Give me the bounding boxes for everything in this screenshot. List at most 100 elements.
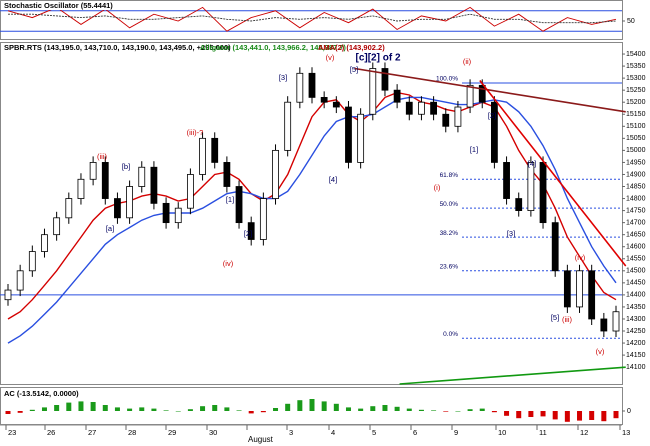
y-tick-label: 14100 xyxy=(626,364,646,371)
ac-bar xyxy=(175,411,181,412)
candle-body xyxy=(114,198,121,219)
plot-layer: 14100 14150 14200 14250 14300 14350 14400 14450… xyxy=(0,6,646,437)
ac-bar xyxy=(418,409,424,411)
wave-label: [3] xyxy=(507,229,515,238)
wave-label: (v) xyxy=(596,347,605,356)
x-tick-label: 4 xyxy=(331,428,335,437)
ac-bar xyxy=(273,408,279,411)
ac-bar xyxy=(589,411,595,420)
ac-bar xyxy=(613,411,619,419)
ac-bar xyxy=(455,411,461,412)
ac-bar xyxy=(443,411,449,412)
wave-label: [4] xyxy=(528,159,536,168)
candle-body xyxy=(588,270,596,320)
ac-title: AC (-13.5142, 0.0000) xyxy=(4,389,79,398)
wave-label: [5] xyxy=(551,313,559,322)
y-tick-label: 15150 xyxy=(626,111,646,118)
ac-bar xyxy=(564,411,570,422)
candle-body xyxy=(126,186,133,219)
ac-bar xyxy=(345,407,351,411)
candle-body xyxy=(4,289,12,301)
ac-bar xyxy=(17,411,23,413)
stoch-line xyxy=(7,6,617,32)
fib-label: 61.8% xyxy=(440,172,459,179)
wave-label: (ii) xyxy=(463,57,472,66)
candle-body xyxy=(405,101,413,115)
ma-line xyxy=(7,91,617,320)
wave-label: [b] xyxy=(122,162,130,171)
ac-bar xyxy=(102,405,108,411)
wave-label: (iii) xyxy=(562,315,572,324)
candle-body xyxy=(466,84,474,108)
x-tick-label: 5 xyxy=(372,428,376,437)
y-tick-label: 14350 xyxy=(626,304,646,311)
candle-body xyxy=(272,149,279,199)
ac-bar xyxy=(309,399,315,411)
fib-label: 23.6% xyxy=(440,264,459,271)
x-tick-label: 30 xyxy=(209,428,217,437)
candle-body xyxy=(77,178,85,199)
ac-bar xyxy=(601,411,607,422)
candle-body xyxy=(247,222,255,240)
y-tick-label: 15350 xyxy=(626,63,646,70)
ac-bar xyxy=(540,411,546,417)
x-tick-label: 13 xyxy=(622,428,630,437)
candle-body xyxy=(16,270,24,291)
ac-bar xyxy=(516,411,522,419)
ac-bar xyxy=(66,402,72,411)
y-tick-label: 14250 xyxy=(626,328,646,335)
wave-label: (iv) xyxy=(575,253,586,262)
ac-bar xyxy=(54,405,60,411)
candle-body xyxy=(503,162,510,199)
ac-bar xyxy=(333,403,339,411)
x-tick-label: 23 xyxy=(8,428,16,437)
candle-body xyxy=(186,174,194,209)
candle-body xyxy=(490,101,498,163)
x-tick-label: 9 xyxy=(454,428,458,437)
ac-bar xyxy=(236,410,242,411)
x-tick-label: 29 xyxy=(168,428,176,437)
trend-line xyxy=(399,366,626,385)
y-tick-label: 15300 xyxy=(626,75,646,82)
ac-bar xyxy=(200,406,206,411)
candle-body xyxy=(418,101,425,115)
month-label: August xyxy=(248,435,274,444)
y-tick-label: 14200 xyxy=(626,340,646,347)
ac-bar xyxy=(370,406,376,411)
y-tick-label: 14400 xyxy=(626,292,646,299)
wave-label: [1] xyxy=(226,195,234,204)
candle-body xyxy=(600,318,608,332)
ac-bar xyxy=(127,408,133,411)
y-tick-label: 14900 xyxy=(626,171,646,178)
x-tick-label: 6 xyxy=(413,428,417,437)
x-tick-label: 11 xyxy=(539,428,547,437)
candle-body xyxy=(478,84,486,103)
wave-label: [3] xyxy=(279,73,287,82)
candle-body xyxy=(612,311,620,332)
candle-body xyxy=(320,96,328,103)
y-tick-label: 14600 xyxy=(626,244,646,251)
wave-label: [4] xyxy=(329,175,337,184)
candle-body xyxy=(65,198,73,219)
fib-label: 0.0% xyxy=(443,331,458,338)
fib-label: 100.0% xyxy=(436,76,458,83)
y-tick-label: 14650 xyxy=(626,232,646,239)
candle-body xyxy=(551,222,559,272)
y-tick-label: 15100 xyxy=(626,123,646,130)
label-box xyxy=(2,1,152,10)
candle-body xyxy=(235,186,243,224)
ac-bar xyxy=(394,406,400,411)
ac-bar xyxy=(224,407,230,411)
ac-bar xyxy=(431,410,437,411)
x-tick-label: 28 xyxy=(128,428,136,437)
ac-bar xyxy=(5,411,11,414)
ac-bar xyxy=(285,403,291,411)
wave-label: (iv) xyxy=(223,259,234,268)
y-tick-label: 15400 xyxy=(626,51,646,58)
indicator-label: Alligator (143,441.0, 143,966.2, 145,387… xyxy=(200,43,346,52)
x-tick-label: 10 xyxy=(498,428,506,437)
ac-bar xyxy=(248,411,254,414)
ac-bar xyxy=(467,409,473,411)
candle-body xyxy=(101,162,109,199)
